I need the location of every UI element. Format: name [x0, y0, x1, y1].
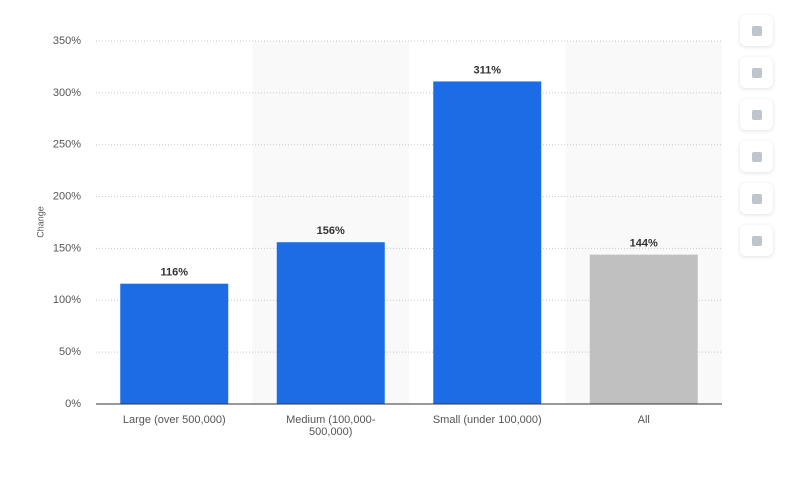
y-tick-label: 300% [53, 87, 81, 99]
bar [120, 283, 229, 404]
bar [433, 81, 542, 404]
x-tick-label: Small (under 100,000) [432, 414, 542, 426]
favorite-button[interactable] [740, 15, 773, 46]
y-tick-label: 250% [53, 139, 81, 151]
y-tick-label: 200% [53, 190, 81, 202]
y-axis-label: Change [35, 206, 45, 238]
bar [589, 254, 698, 404]
value-label: 116% [160, 267, 188, 279]
y-tick-label: 350% [53, 35, 81, 47]
x-tick-label: All [637, 414, 650, 426]
y-tick-label: 150% [53, 242, 81, 254]
cite-button[interactable] [740, 183, 773, 214]
y-tick-label: 0% [65, 398, 81, 410]
value-label: 311% [473, 64, 501, 76]
x-tick-label: Medium (100,000-500,000) [286, 414, 376, 438]
y-tick-label: 50% [59, 346, 81, 358]
share-button[interactable] [740, 141, 773, 172]
settings-button[interactable] [740, 99, 773, 130]
x-tick-label: Large (over 500,000) [122, 414, 226, 426]
y-tick-label: 100% [53, 294, 81, 306]
value-label: 156% [317, 225, 345, 237]
notify-button[interactable] [740, 57, 773, 88]
value-label: 144% [630, 238, 658, 250]
bar [276, 242, 385, 404]
print-button[interactable] [740, 225, 773, 256]
